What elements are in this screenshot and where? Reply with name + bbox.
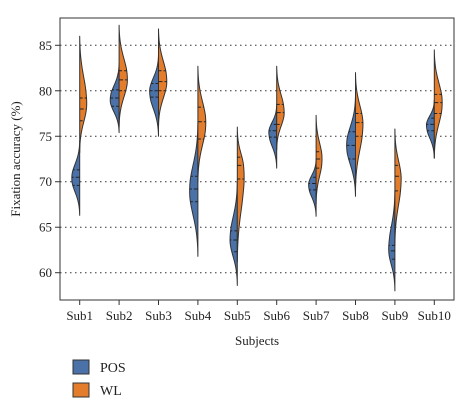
y-tick-label: 60 xyxy=(39,265,52,280)
legend-swatch-wl xyxy=(72,382,90,398)
x-tick-label: Sub5 xyxy=(224,308,251,323)
legend-label-wl: WL xyxy=(100,384,122,399)
y-tick-label: 80 xyxy=(39,83,52,98)
x-tick-label: Sub3 xyxy=(145,308,172,323)
violin-half-wl xyxy=(433,49,443,159)
violin-half-pos xyxy=(268,103,278,169)
violin-half-pos xyxy=(425,99,435,159)
y-tick-label: 75 xyxy=(39,129,52,144)
violin-half-wl xyxy=(355,72,364,192)
y-axis-ticks: 60 65 70 75 80 85 xyxy=(39,38,60,280)
x-tick-label: Sub10 xyxy=(418,308,451,323)
violin-half-pos xyxy=(149,53,159,137)
x-tick-label: Sub8 xyxy=(342,308,369,323)
violin-half-wl xyxy=(118,24,128,128)
x-axis-ticks: Sub1 Sub2 Sub3 Sub4 Sub5 Sub6 Sub7 Sub8 Sub9 Sub1… xyxy=(66,300,451,323)
violin-half-wl xyxy=(315,114,323,205)
y-tick-label: 85 xyxy=(39,38,52,53)
violins xyxy=(71,24,443,292)
violin-half-pos xyxy=(189,122,199,257)
violin-half-wl xyxy=(276,65,285,151)
y-tick-label: 65 xyxy=(39,220,52,235)
plot-area-frame xyxy=(59,17,455,301)
legend-label-pos: POS xyxy=(100,361,126,376)
legend: POS WL xyxy=(72,359,126,399)
violin-half-pos xyxy=(388,190,396,292)
violin-half-wl xyxy=(79,35,88,154)
violin-half-wl xyxy=(236,126,245,263)
y-tick-label: 70 xyxy=(39,174,52,189)
x-tick-label: Sub6 xyxy=(263,308,290,323)
x-tick-label: Sub2 xyxy=(106,308,133,323)
violin-half-pos xyxy=(229,181,238,286)
y-axis-title: Fixation accuracy (%) xyxy=(8,101,23,217)
x-tick-label: Sub4 xyxy=(185,308,212,323)
legend-swatch-pos xyxy=(72,359,90,375)
violin-half-pos xyxy=(109,62,120,134)
violin-half-wl xyxy=(197,65,207,183)
violin-half-pos xyxy=(308,158,317,217)
x-tick-label: Sub9 xyxy=(382,308,409,323)
x-tick-label: Sub1 xyxy=(66,308,93,323)
violin-half-pos xyxy=(71,140,81,216)
violin-half-wl xyxy=(394,128,402,246)
x-tick-label: Sub7 xyxy=(303,308,330,323)
x-axis-title: Subjects xyxy=(235,333,279,348)
violin-half-wl xyxy=(158,28,168,128)
violin-half-pos xyxy=(346,94,356,197)
